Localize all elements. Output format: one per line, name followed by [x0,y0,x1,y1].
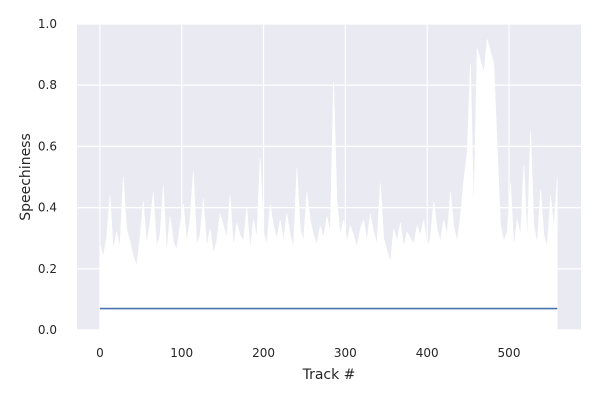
x-tick-label: 0 [96,346,104,360]
x-tick-label: 100 [170,346,193,360]
x-tick-label: 400 [416,346,439,360]
x-tick-label: 200 [252,346,275,360]
y-axis-label: Speechiness [18,133,34,221]
y-tick-label: 1.0 [38,17,57,31]
x-tick-label: 500 [498,346,521,360]
y-tick-labels: 0.0 0.2 0.4 0.6 0.8 1.0 [38,17,57,337]
x-tick-label: 300 [334,346,357,360]
x-tick-labels: 0 100 200 300 400 500 [96,346,520,360]
area-layer [99,39,558,331]
y-tick-label: 0.0 [38,323,57,337]
speechiness-area [99,39,558,331]
y-tick-label: 0.2 [38,262,57,276]
y-tick-label: 0.8 [38,78,57,92]
x-axis-label: Track # [302,367,356,383]
y-tick-label: 0.6 [38,139,57,153]
y-tick-label: 0.4 [38,201,57,215]
